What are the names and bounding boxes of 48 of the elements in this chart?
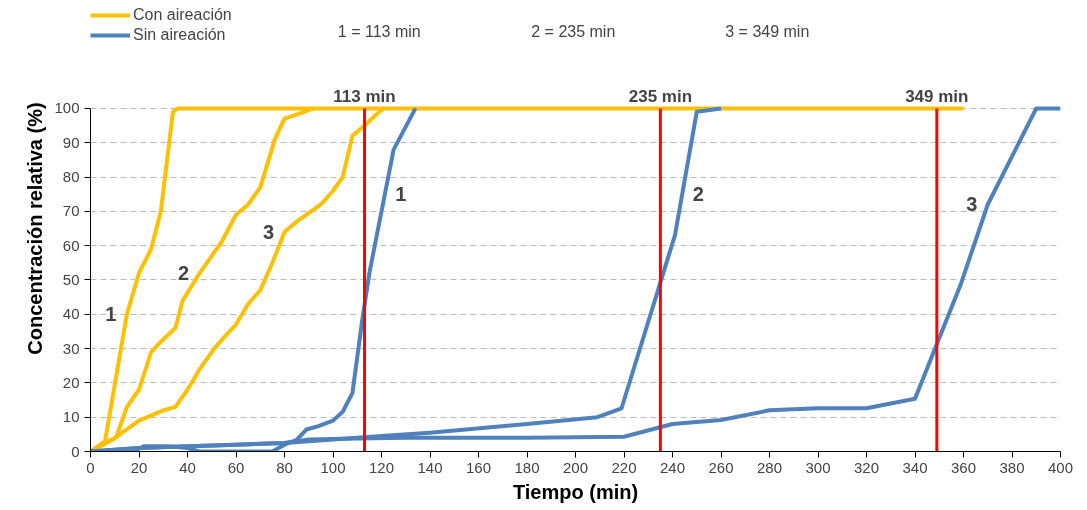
x-axis-title: Tiempo (min) xyxy=(512,480,639,503)
x-tick-label: 300 xyxy=(805,458,831,476)
y-tick-label: 80 xyxy=(62,168,80,186)
ref-line-label: 113 min xyxy=(333,87,396,107)
text: 3 = 349 min xyxy=(725,22,810,40)
x-tick-label: 140 xyxy=(417,458,443,476)
y-tick-label: 50 xyxy=(62,270,80,288)
x-tick-label: 380 xyxy=(999,458,1025,476)
x-tick-label: 100 xyxy=(320,458,346,476)
x-tick-label: 340 xyxy=(902,458,928,476)
legend-label: Sin aireación xyxy=(133,26,226,44)
text: 1 = 113 min xyxy=(337,22,421,40)
x-tick-label: 260 xyxy=(708,458,734,476)
y-tick-label: 0 xyxy=(71,442,80,460)
annotation: 1 xyxy=(105,303,117,326)
y-tick-label: 70 xyxy=(62,202,80,220)
y-tick-label: 100 xyxy=(54,99,80,117)
x-tick-label: 120 xyxy=(368,458,395,476)
annotation: 2 xyxy=(178,262,190,285)
annotation: 2 xyxy=(692,183,704,206)
x-tick-label: 220 xyxy=(611,458,637,476)
x-tick-label: 160 xyxy=(465,458,492,476)
y-axis-title: Concentración relativa (%) xyxy=(24,102,47,355)
x-tick-label: 400 xyxy=(1047,458,1074,476)
annotation: 3 xyxy=(262,220,275,243)
x-tick-label: 280 xyxy=(756,458,783,476)
y-tick-label: 10 xyxy=(62,408,80,426)
x-tick-label: 20 xyxy=(130,458,148,476)
x-tick-label: 180 xyxy=(514,458,540,476)
annotation: 3 xyxy=(966,193,978,216)
annotation: 1 xyxy=(395,183,407,206)
y-tick-label: 90 xyxy=(62,133,80,151)
legend-label: Con aireación xyxy=(133,6,232,24)
x-tick-label: 80 xyxy=(276,458,293,476)
text: 2 = 235 min xyxy=(531,22,616,40)
x-tick-label: 0 xyxy=(86,458,95,476)
x-tick-label: 320 xyxy=(853,458,880,476)
y-tick-label: 30 xyxy=(62,339,80,357)
ref-line-label: 349 min xyxy=(905,87,969,107)
ref-line-label: 235 min xyxy=(628,87,693,107)
x-tick-label: 60 xyxy=(227,458,245,476)
x-tick-label: 360 xyxy=(950,458,977,476)
y-tick-label: 20 xyxy=(62,373,80,391)
x-tick-label: 200 xyxy=(562,458,589,476)
x-tick-label: 40 xyxy=(179,458,196,476)
y-tick-label: 40 xyxy=(62,305,80,323)
x-tick-label: 240 xyxy=(659,458,686,476)
y-tick-label: 60 xyxy=(62,236,80,254)
